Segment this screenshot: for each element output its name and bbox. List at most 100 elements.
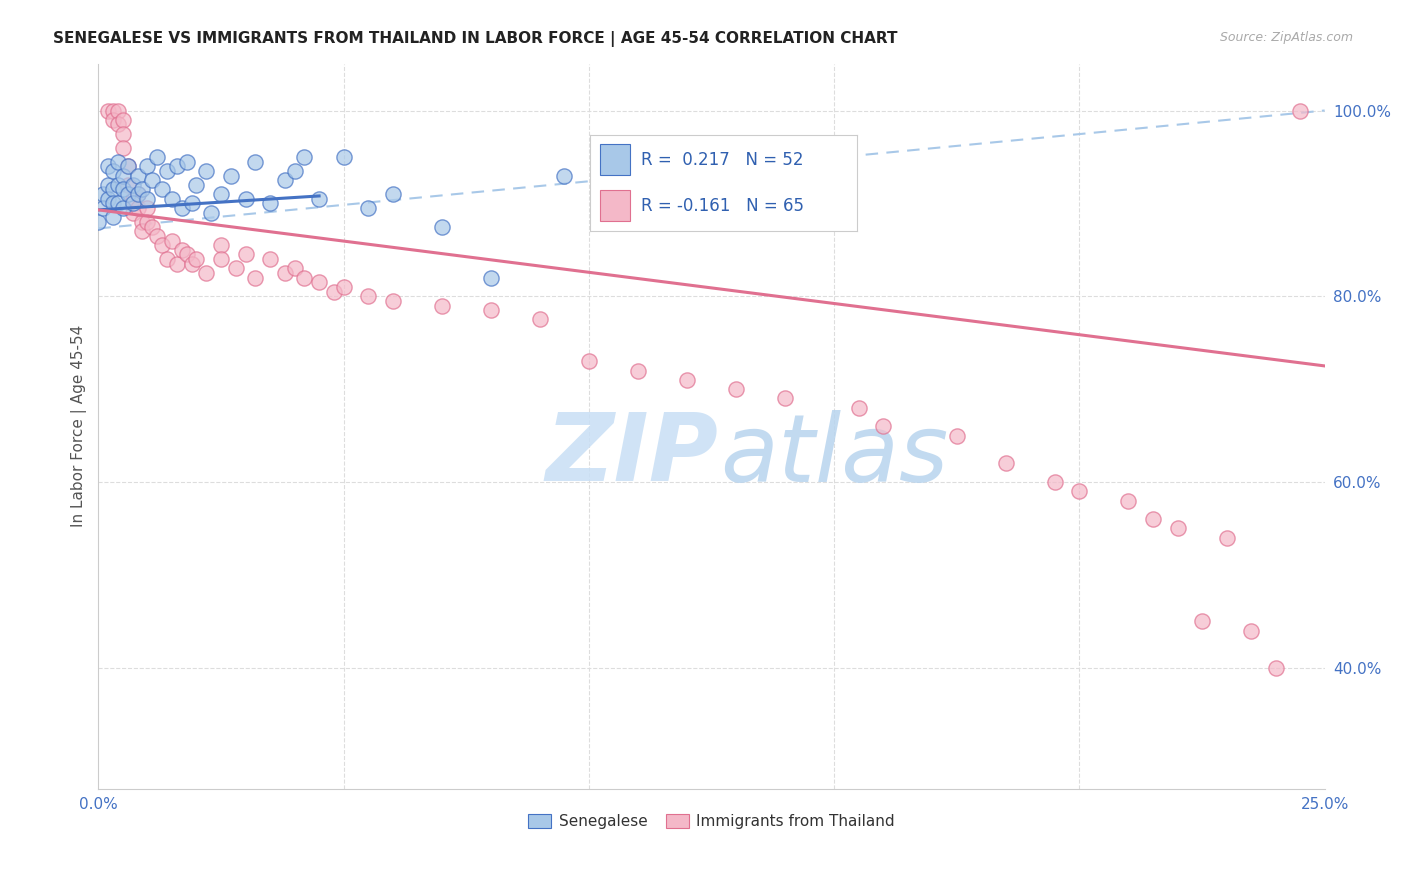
Point	[479, 270, 502, 285]
Point	[131, 224, 153, 238]
Point	[101, 164, 124, 178]
Point	[209, 187, 232, 202]
Point	[111, 201, 134, 215]
Point	[146, 150, 169, 164]
Point	[235, 192, 257, 206]
Point	[274, 266, 297, 280]
Point	[107, 196, 129, 211]
Point	[97, 178, 120, 192]
Point	[101, 182, 124, 196]
Text: SENEGALESE VS IMMIGRANTS FROM THAILAND IN LABOR FORCE | AGE 45-54 CORRELATION CH: SENEGALESE VS IMMIGRANTS FROM THAILAND I…	[53, 31, 898, 47]
Point	[141, 173, 163, 187]
Point	[160, 234, 183, 248]
Point	[131, 182, 153, 196]
Point	[381, 293, 404, 308]
Point	[1142, 512, 1164, 526]
Point	[111, 127, 134, 141]
Point	[117, 159, 139, 173]
Point	[170, 243, 193, 257]
Bar	[600, 190, 630, 221]
Point	[107, 103, 129, 118]
Bar	[600, 145, 630, 175]
Point	[117, 178, 139, 192]
Point	[945, 428, 967, 442]
Point	[529, 312, 551, 326]
Point	[357, 201, 380, 215]
Point	[131, 215, 153, 229]
Point	[235, 247, 257, 261]
Text: R = -0.161   N = 65: R = -0.161 N = 65	[641, 196, 804, 215]
Point	[1191, 615, 1213, 629]
Point	[107, 117, 129, 131]
Point	[195, 164, 218, 178]
Point	[200, 205, 222, 219]
Point	[848, 401, 870, 415]
Point	[308, 192, 330, 206]
Point	[107, 178, 129, 192]
Point	[1118, 493, 1140, 508]
Point	[209, 252, 232, 266]
Point	[274, 173, 297, 187]
Point	[180, 196, 202, 211]
Point	[724, 382, 747, 396]
Point	[872, 419, 894, 434]
Point	[1166, 521, 1188, 535]
Point	[111, 182, 134, 196]
Point	[284, 261, 307, 276]
Point	[1069, 484, 1091, 499]
Point	[1215, 531, 1237, 545]
Point	[284, 164, 307, 178]
Point	[176, 247, 198, 261]
Point	[195, 266, 218, 280]
Point	[479, 303, 502, 318]
Point	[111, 141, 134, 155]
Point	[180, 257, 202, 271]
Point	[127, 169, 149, 183]
Point	[166, 257, 188, 271]
Point	[553, 169, 575, 183]
Point	[381, 187, 404, 202]
Text: atlas: atlas	[720, 409, 948, 500]
Point	[1043, 475, 1066, 489]
Point	[186, 178, 208, 192]
Point	[136, 159, 159, 173]
Point	[127, 187, 149, 202]
Point	[121, 205, 143, 219]
Point	[357, 289, 380, 303]
Point	[430, 299, 453, 313]
Point	[97, 159, 120, 173]
Point	[332, 280, 354, 294]
Point	[332, 150, 354, 164]
Point	[121, 192, 143, 206]
Point	[101, 103, 124, 118]
Point	[141, 219, 163, 234]
Point	[136, 215, 159, 229]
Point	[111, 169, 134, 183]
Point	[150, 182, 173, 196]
Point	[111, 112, 134, 127]
Point	[136, 201, 159, 215]
Point	[146, 228, 169, 243]
Point	[101, 112, 124, 127]
Point	[101, 211, 124, 225]
Point	[97, 103, 120, 118]
Point	[292, 150, 315, 164]
Text: R =  0.217   N = 52: R = 0.217 N = 52	[641, 151, 803, 169]
Point	[97, 192, 120, 206]
Legend: Senegalese, Immigrants from Thailand: Senegalese, Immigrants from Thailand	[522, 808, 901, 835]
Point	[245, 270, 267, 285]
Point	[773, 392, 796, 406]
Point	[1289, 103, 1312, 118]
Point	[225, 261, 247, 276]
Point	[101, 196, 124, 211]
Point	[91, 201, 114, 215]
Point	[322, 285, 344, 299]
Point	[117, 187, 139, 202]
Point	[245, 154, 267, 169]
Point	[107, 154, 129, 169]
Point	[91, 187, 114, 202]
Point	[127, 201, 149, 215]
Point	[259, 252, 281, 266]
Point	[87, 215, 110, 229]
Point	[186, 252, 208, 266]
